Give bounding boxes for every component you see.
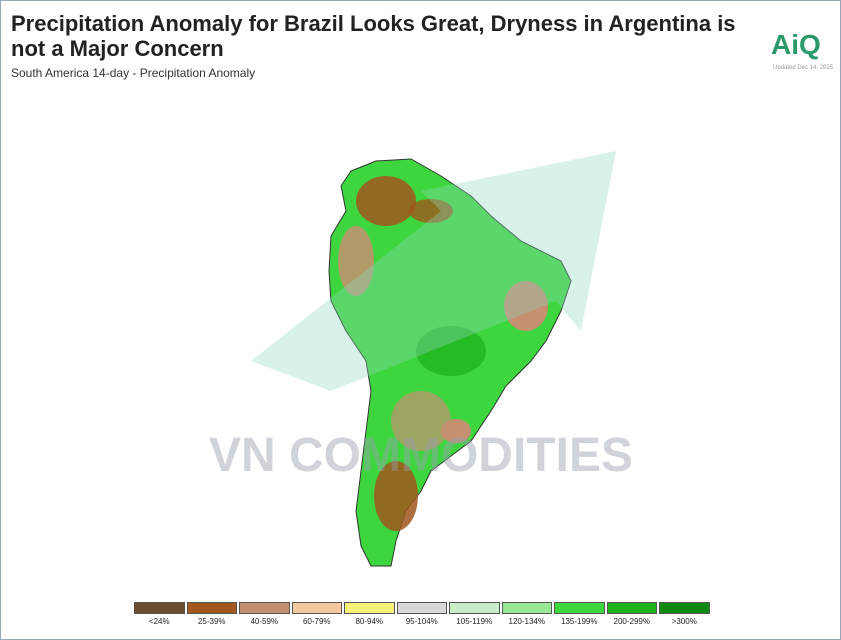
legend-label: 105-119% — [456, 617, 493, 626]
legend-item: 40-59% — [238, 602, 291, 626]
legend-label: 60-79% — [302, 617, 331, 626]
legend: <24% 25-39% 40-59% 60-79% 80-94% 95-104% 105-1… — [133, 602, 711, 626]
legend-label: 120-134% — [508, 617, 545, 626]
legend-item: <24% — [133, 602, 186, 626]
legend-swatch — [134, 602, 185, 614]
legend-label: 135-199% — [561, 617, 598, 626]
legend-swatch — [659, 602, 710, 614]
map: VN COMMODITIES — [209, 151, 633, 567]
watermark-arrow — [251, 151, 616, 391]
dry-area — [409, 199, 453, 223]
legend-item: 25-39% — [186, 602, 239, 626]
legend-swatch — [396, 602, 447, 614]
dry-area — [374, 461, 418, 531]
legend-label: 40-59% — [250, 617, 279, 626]
legend-item: 60-79% — [291, 602, 344, 626]
legend-item: >300% — [658, 602, 711, 626]
dry-area — [391, 391, 451, 451]
logo: AiQ — [771, 29, 821, 60]
legend-label: 80-94% — [355, 617, 384, 626]
legend-item: 200-299% — [606, 602, 659, 626]
legend-label: 25-39% — [197, 617, 226, 626]
legend-item: 105-119% — [448, 602, 501, 626]
wet-area — [416, 326, 486, 376]
legend-swatch — [606, 602, 657, 614]
legend-swatch — [291, 602, 342, 614]
title: Precipitation Anomaly for Brazil Looks G… — [11, 11, 736, 61]
dry-area — [441, 419, 471, 443]
legend-label: 200-299% — [613, 617, 650, 626]
legend-swatch — [344, 602, 395, 614]
legend-swatch — [554, 602, 605, 614]
updated-date: Updated Dec 14, 2025 — [773, 65, 834, 71]
legend-label: >300% — [671, 617, 697, 626]
subtitle: South America 14-day - Precipitation Ano… — [11, 66, 256, 80]
dry-area — [504, 281, 548, 331]
legend-swatch — [501, 602, 552, 614]
legend-item: 80-94% — [343, 602, 396, 626]
watermark: VN COMMODITIES — [209, 429, 633, 482]
legend-item: 95-104% — [396, 602, 449, 626]
legend-item: 120-134% — [501, 602, 554, 626]
legend-item: 135-199% — [553, 602, 606, 626]
legend-swatch — [186, 602, 237, 614]
legend-label: 95-104% — [405, 617, 438, 626]
dry-area — [338, 226, 374, 296]
dry-area — [356, 176, 416, 226]
legend-swatch — [239, 602, 290, 614]
legend-label: <24% — [148, 617, 170, 626]
legend-swatch — [449, 602, 500, 614]
